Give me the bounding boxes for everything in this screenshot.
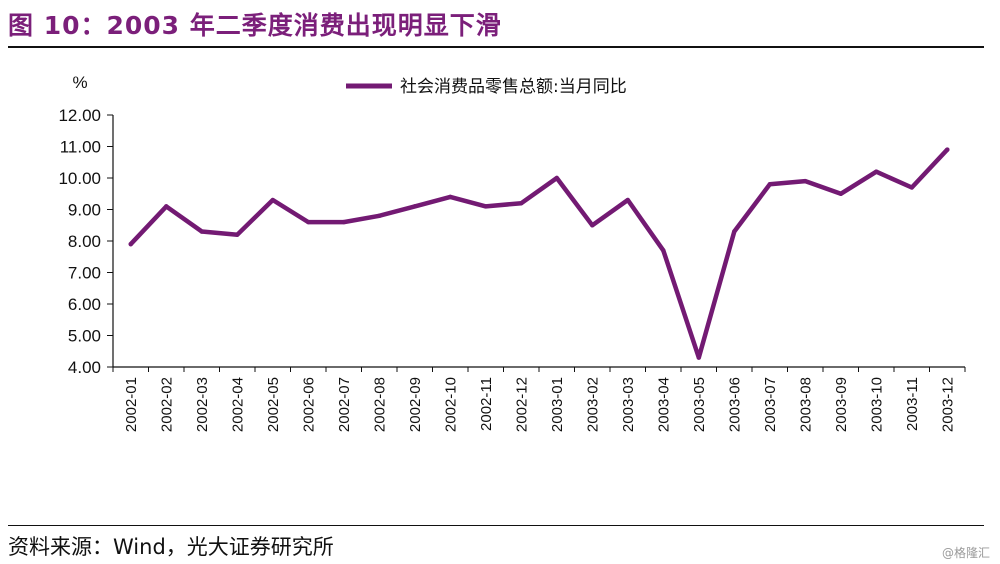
x-tick-label: 2003-03: [620, 377, 637, 432]
x-tick-label: 2002-04: [229, 377, 246, 432]
data-point: [803, 178, 808, 184]
y-tick-label: 5.00: [68, 327, 101, 346]
watermark: @格隆汇: [941, 546, 990, 560]
data-point: [909, 185, 914, 190]
y-tick-label: 12.00: [58, 106, 101, 125]
data-point: [306, 219, 311, 225]
x-tick-label: 2003-05: [691, 377, 708, 432]
x-tick-label: 2002-05: [265, 377, 282, 432]
x-tick-label: 2003-02: [584, 377, 601, 432]
data-point: [270, 197, 275, 203]
x-tick-label: 2002-07: [336, 377, 353, 432]
data-point: [412, 204, 417, 209]
x-tick-label: 2002-06: [300, 377, 317, 432]
data-point: [519, 201, 524, 206]
data-point: [838, 191, 843, 196]
y-tick-label: 8.00: [68, 232, 101, 251]
x-tick-label: 2003-01: [549, 377, 566, 432]
x-tick-label: 2003-07: [762, 377, 779, 432]
x-tick-label: 2002-09: [407, 377, 424, 432]
data-point: [661, 248, 666, 253]
title-divider: [8, 46, 984, 48]
x-tick-label: 2002-08: [371, 377, 388, 432]
chart-legend: 社会消费品零售总额:当月同比: [346, 77, 627, 97]
y-tick-label: 10.00: [58, 169, 101, 188]
y-tick-label: 9.00: [68, 201, 101, 220]
legend-label: 社会消费品零售总额:当月同比: [400, 77, 627, 97]
x-tick-label: 2003-04: [655, 377, 672, 432]
x-tick-label: 2002-10: [442, 377, 459, 432]
data-point: [696, 355, 701, 360]
x-tick-label: 2002-03: [194, 377, 211, 432]
x-tick-label: 2003-08: [797, 377, 814, 432]
x-tick-label: 2003-12: [939, 377, 956, 432]
data-point: [377, 213, 382, 218]
data-point: [341, 219, 346, 225]
y-tick-label: 6.00: [68, 295, 101, 314]
x-tick-label: 2003-09: [833, 377, 850, 432]
y-tick-label: 7.00: [68, 264, 101, 283]
x-tick-label: 2003-10: [868, 377, 885, 432]
data-point: [590, 223, 595, 228]
data-point: [625, 197, 630, 203]
data-point: [874, 169, 879, 174]
y-tick-label: 4.00: [68, 358, 101, 377]
source-divider: [8, 525, 984, 526]
data-point: [945, 147, 950, 152]
data-point: [128, 241, 133, 247]
y-tick-label: 11.00: [60, 138, 101, 157]
data-point: [235, 232, 240, 237]
x-tick-label: 2003-11: [904, 377, 921, 431]
data-point: [767, 182, 772, 187]
x-tick-label: 2002-12: [513, 377, 530, 432]
x-tick-label: 2003-06: [726, 377, 743, 432]
x-tick-label: 2002-11: [478, 377, 495, 431]
x-tick-label: 2002-01: [123, 377, 140, 432]
data-point: [483, 204, 488, 209]
data-point: [554, 175, 559, 181]
source-note: 资料来源：Wind，光大证券研究所: [8, 535, 334, 559]
data-point: [732, 229, 737, 234]
x-tick-label: 2002-02: [158, 377, 175, 432]
data-point: [164, 204, 169, 209]
figure-title: 图 10：2003 年二季度消费出现明显下滑: [8, 11, 502, 40]
data-point: [448, 194, 453, 200]
y-axis-unit-label: %: [72, 73, 87, 92]
data-point: [199, 229, 204, 234]
series-line: [128, 147, 950, 360]
